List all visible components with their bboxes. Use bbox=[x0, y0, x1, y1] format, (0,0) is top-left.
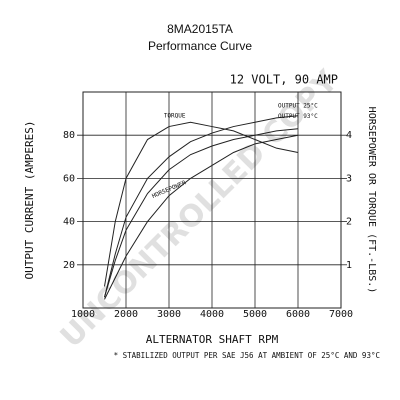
y2-axis-label: HORSEPOWER OR TORQUE (FT.-LBS.) bbox=[366, 107, 377, 294]
y-tick-label: 80 bbox=[63, 130, 75, 141]
series-label: TORQUE bbox=[164, 113, 186, 120]
annotation: 12 VOLT, 90 AMP bbox=[230, 73, 338, 87]
x-tick-label: 5000 bbox=[243, 309, 267, 320]
series-line bbox=[104, 134, 299, 300]
series-label: OUTPUT 25°C bbox=[278, 102, 318, 109]
chart-title: 8MA2015TA bbox=[167, 22, 233, 36]
x-tick-label: 1000 bbox=[71, 309, 95, 320]
series-label: OUTPUT 93°C bbox=[278, 113, 318, 120]
y-tick-label: 60 bbox=[63, 173, 75, 184]
y2-tick-label: 3 bbox=[346, 173, 352, 184]
x-tick-label: 6000 bbox=[286, 309, 310, 320]
y-tick-label: 20 bbox=[63, 260, 75, 271]
y-axis-label: OUTPUT CURRENT (AMPERES) bbox=[23, 121, 36, 280]
x-tick-label: 7000 bbox=[329, 309, 353, 320]
x-axis-label: ALTERNATOR SHAFT RPM bbox=[146, 333, 279, 346]
series-line bbox=[104, 115, 299, 298]
y2-tick-label: 1 bbox=[346, 260, 352, 271]
x-tick-label: 2000 bbox=[114, 309, 138, 320]
y2-tick-label: 2 bbox=[346, 217, 352, 228]
x-tick-label: 3000 bbox=[157, 309, 181, 320]
chart-subtitle: Performance Curve bbox=[148, 39, 252, 53]
footnote: * STABILIZED OUTPUT PER SAE J56 AT AMBIE… bbox=[114, 351, 380, 360]
x-tick-label: 4000 bbox=[200, 309, 224, 320]
y-tick-label: 40 bbox=[63, 217, 75, 228]
y2-tick-label: 4 bbox=[346, 130, 352, 141]
series-line bbox=[104, 128, 299, 298]
